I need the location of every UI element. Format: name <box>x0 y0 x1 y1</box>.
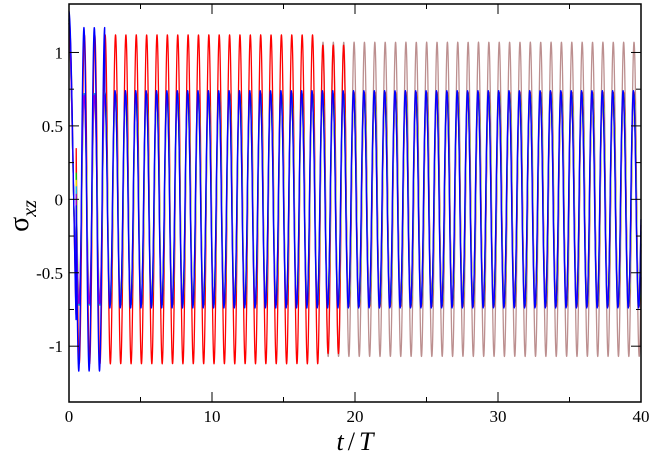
x-axis-title: t / T <box>337 427 375 456</box>
series-layer <box>68 11 642 372</box>
x-axis-title-t: t <box>337 427 345 456</box>
y-tick-label: 0.5 <box>42 117 63 136</box>
x-tick-label: 20 <box>347 407 364 426</box>
x-tick-label: 0 <box>65 407 74 426</box>
x-tick-label: 40 <box>633 407 650 426</box>
y-axis-title-subscript: xz <box>19 200 41 218</box>
y-tick-label: 0 <box>55 190 64 209</box>
x-tick-label: 30 <box>490 407 507 426</box>
series-line <box>68 11 642 372</box>
x-axis-title-T: T <box>359 427 375 456</box>
x-tick-label: 10 <box>204 407 221 426</box>
y-tick-label: -1 <box>49 337 63 356</box>
y-axis: -1 -0.5 0 0.5 1 <box>36 43 641 356</box>
y-tick-label: 1 <box>55 43 64 62</box>
y-axis-title: σxz <box>4 200 41 232</box>
x-axis: 0 10 20 30 40 <box>65 4 650 426</box>
y-axis-title-sigma: σ <box>4 217 35 232</box>
y-tick-label: -0.5 <box>36 264 63 283</box>
x-axis-title-slash: / <box>348 427 356 456</box>
